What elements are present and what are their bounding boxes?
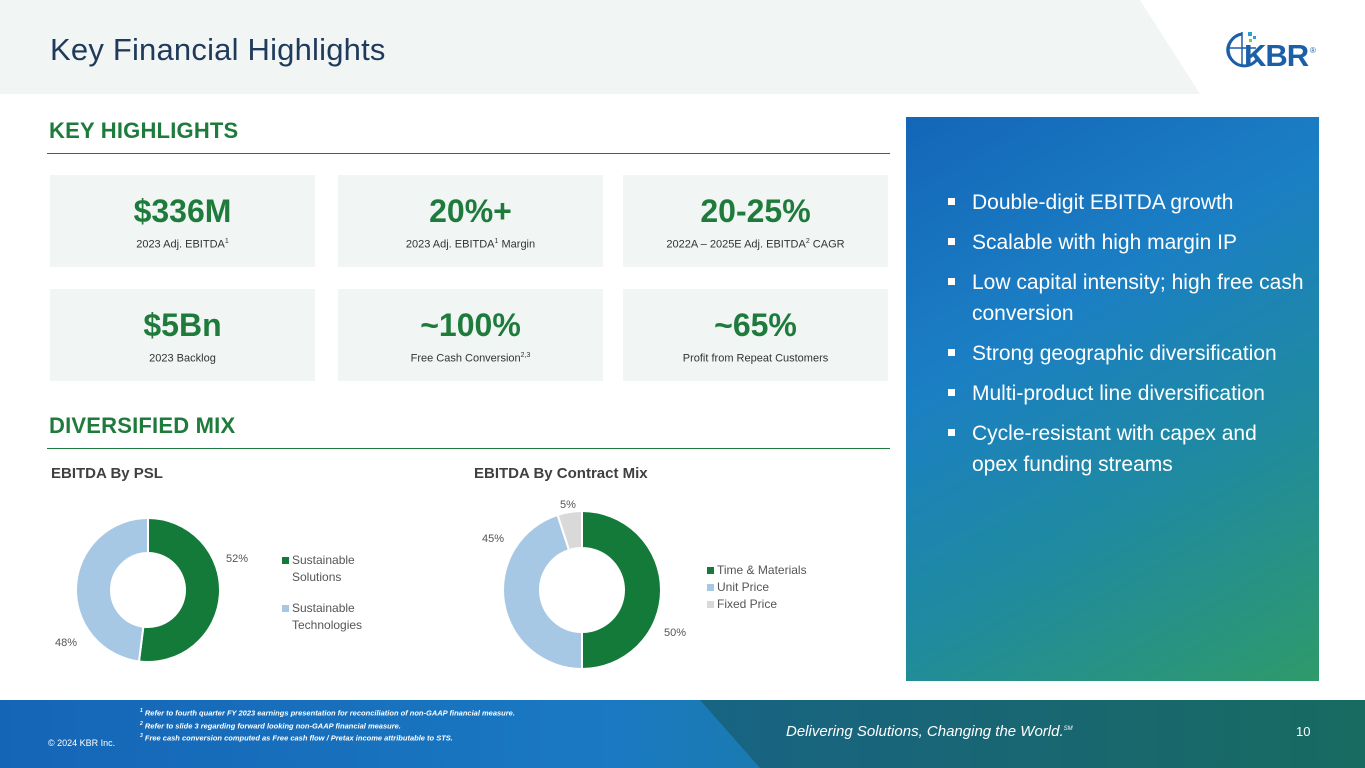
copyright: © 2024 KBR Inc. <box>48 738 116 748</box>
footnote: 3 Free cash conversion computed as Free … <box>140 733 453 743</box>
data-label: 45% <box>482 533 504 545</box>
bullet-list: Double-digit EBITDA growth Scalable with… <box>948 187 1308 489</box>
donut-slice <box>502 513 583 671</box>
bullet-item: Low capital intensity; high free cash co… <box>948 267 1308 329</box>
legend-swatch <box>707 601 714 608</box>
page-number: 10 <box>1296 724 1311 739</box>
donut-slice <box>137 516 221 663</box>
bullet-square-icon <box>948 198 955 205</box>
section-title-mix: DIVERSIFIED MIX <box>49 413 236 438</box>
bullet-item: Multi-product line diversification <box>948 378 1308 409</box>
legend-item: Sustainable Solutions <box>282 552 372 586</box>
logo-wordmark: KBR <box>1244 38 1309 73</box>
kpi-label: 2023 Backlog <box>149 352 216 365</box>
kpi-card: $5Bn 2023 Backlog <box>50 289 315 381</box>
data-label: 50% <box>664 627 686 639</box>
footnote: 2 Refer to slide 3 regarding forward loo… <box>140 720 401 731</box>
legend-item: Unit Price <box>707 579 807 596</box>
legend-swatch <box>707 567 714 574</box>
legend-swatch <box>282 557 289 564</box>
page-title: Key Financial Highlights <box>50 32 386 67</box>
kpi-card: 20%+ 2023 Adj. EBITDA1 Margin <box>338 175 603 267</box>
data-label: 52% <box>226 553 248 565</box>
donut-slice <box>581 509 662 671</box>
section-rule <box>47 448 890 449</box>
donut-slice <box>75 516 149 663</box>
legend-contract: Time & Materials Unit Price Fixed Price <box>707 562 807 613</box>
kpi-card: 20-25% 2022A – 2025E Adj. EBITDA2 CAGR <box>623 175 888 267</box>
bullet-square-icon <box>948 278 955 285</box>
footer-accent <box>700 700 1365 768</box>
legend-swatch <box>282 605 289 612</box>
footer-band: 1 Refer to fourth quarter FY 2023 earnin… <box>0 700 1365 768</box>
header-shape <box>0 0 1200 94</box>
kpi-card: $336M 2023 Adj. EBITDA1 <box>50 175 315 267</box>
tagline: Delivering Solutions, Changing the World… <box>786 723 1073 740</box>
bullet-square-icon <box>948 389 955 396</box>
bullet-item: Cycle-resistant with capex and opex fund… <box>948 418 1308 480</box>
kbr-logo: KBR ® <box>1222 24 1318 80</box>
chart-title-psl: EBITDA By PSL <box>51 465 163 482</box>
kpi-label: 2023 Adj. EBITDA1 Margin <box>405 238 536 251</box>
footnotes: 1 Refer to fourth quarter FY 2023 earnin… <box>140 706 515 744</box>
data-label: 48% <box>55 637 77 649</box>
kpi-value: $336M <box>133 193 232 229</box>
highlights-panel: Double-digit EBITDA growth Scalable with… <box>906 117 1319 681</box>
kpi-value: 20%+ <box>429 193 512 229</box>
section-title-highlights: KEY HIGHLIGHTS <box>49 118 239 143</box>
data-label: 5% <box>560 499 576 511</box>
bullet-square-icon <box>948 238 955 245</box>
donut-chart-contract: 50% 45% 5% <box>482 499 686 671</box>
bullet-item: Double-digit EBITDA growth <box>948 187 1308 218</box>
bullet-square-icon <box>948 349 955 356</box>
kpi-label: Free Cash Conversion2,3 <box>410 352 531 365</box>
legend-item: Fixed Price <box>707 596 807 613</box>
donut-chart-psl: 52% 48% <box>55 516 248 663</box>
kpi-card: ~100% Free Cash Conversion2,3 <box>338 289 603 381</box>
kpi-value: 20-25% <box>700 193 811 229</box>
kpi-label: 2023 Adj. EBITDA1 <box>136 238 229 251</box>
legend-swatch <box>707 584 714 591</box>
kpi-value: $5Bn <box>143 307 222 343</box>
bullet-item: Scalable with high margin IP <box>948 227 1308 258</box>
globe-icon <box>1226 32 1260 68</box>
registered-mark: ® <box>1310 46 1316 55</box>
bullet-item: Strong geographic diversification <box>948 338 1308 369</box>
chart-title-contract: EBITDA By Contract Mix <box>474 465 648 482</box>
footnote: 1 Refer to fourth quarter FY 2023 earnin… <box>140 708 515 718</box>
legend-psl: Sustainable Solutions Sustainable Techno… <box>282 552 372 634</box>
section-rule <box>47 153 890 154</box>
header-band: Key Financial Highlights KBR ® <box>0 0 1365 94</box>
legend-item: Sustainable Technologies <box>282 600 372 634</box>
kpi-label: 2022A – 2025E Adj. EBITDA2 CAGR <box>666 238 845 251</box>
bullet-square-icon <box>948 429 955 436</box>
donut-slice <box>556 509 583 552</box>
kpi-label: Profit from Repeat Customers <box>682 352 829 365</box>
kpi-value: ~100% <box>420 307 521 343</box>
kpi-card: ~65% Profit from Repeat Customers <box>623 289 888 381</box>
legend-item: Time & Materials <box>707 562 807 579</box>
kpi-value: ~65% <box>714 307 797 343</box>
